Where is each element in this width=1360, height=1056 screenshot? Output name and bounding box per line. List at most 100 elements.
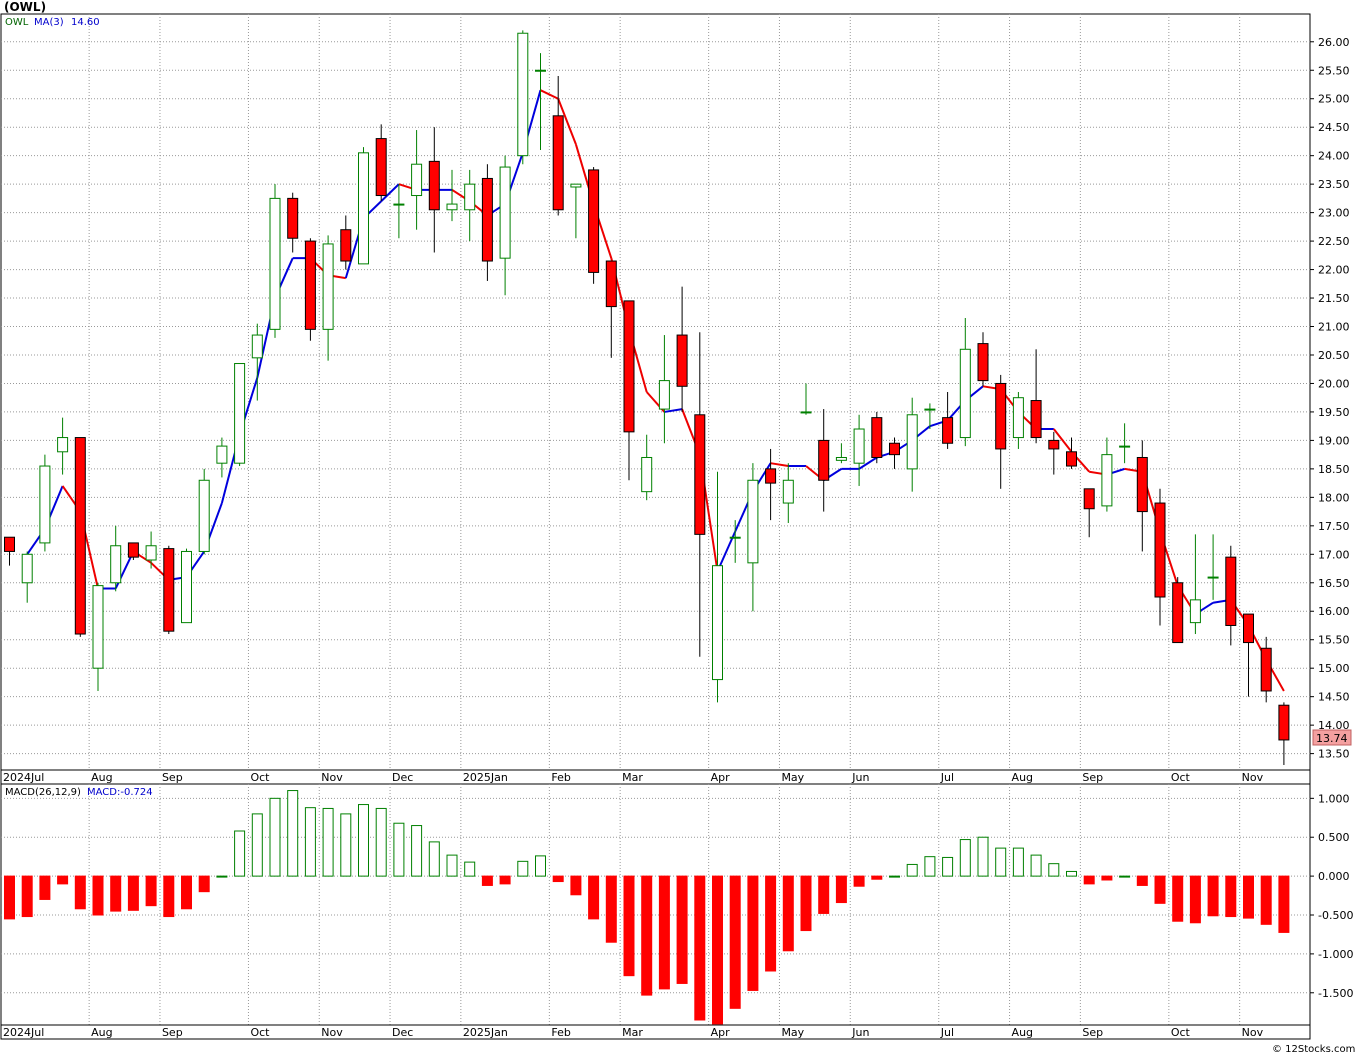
- macd-axis: 1.000 0.500 0.000 -0.500 -1.000 -1.500: [1310, 792, 1353, 1000]
- ma-segment: [858, 456, 878, 470]
- candle-body: [1048, 439, 1060, 450]
- price-tick-label: 22.00: [1318, 264, 1350, 277]
- macd-bar: [304, 807, 316, 877]
- macd-bar: [322, 807, 334, 877]
- macd-bar: [1066, 870, 1077, 877]
- candle-body: [782, 479, 794, 504]
- candle-body: [4, 536, 15, 552]
- legend-symbol: OWL: [5, 17, 29, 28]
- candle-body: [57, 437, 69, 453]
- price-panel-frame: [0, 13, 1311, 771]
- macd-bar: [1136, 875, 1148, 886]
- price-tick-label: 16.50: [1318, 577, 1350, 590]
- macd-tick-label: 0.500: [1318, 831, 1350, 844]
- macd-bar: [676, 875, 688, 984]
- macd-tick-label: 1.000: [1318, 792, 1350, 805]
- macd-bar: [393, 822, 405, 877]
- price-tick-label: 24.50: [1318, 121, 1350, 134]
- macd-month-strip: [0, 1024, 1311, 1040]
- month-label: 2024Jul: [3, 771, 44, 784]
- candle-body: [1260, 647, 1272, 692]
- macd-bar: [942, 856, 954, 877]
- macd-bar: [1101, 875, 1113, 881]
- month-label: Sep: [162, 1026, 183, 1039]
- macd-tick-label: -1.500: [1318, 987, 1353, 1000]
- macd-bar: [198, 875, 210, 893]
- month-label: Oct: [250, 771, 270, 784]
- price-tick-label: 25.50: [1318, 64, 1350, 77]
- candle-body: [588, 169, 600, 273]
- ma-segment: [1053, 428, 1073, 453]
- candle-body: [747, 479, 759, 564]
- candle-body: [322, 243, 334, 330]
- macd-bar: [1012, 847, 1024, 877]
- macd-bar: [464, 861, 476, 877]
- macd-bar: [411, 825, 423, 877]
- price-tick-label: 26.00: [1318, 36, 1350, 49]
- candle-body: [765, 468, 777, 484]
- macd-bar: [446, 854, 458, 877]
- price-grid: [1, 41, 1310, 755]
- last-price-tag-bg: [1312, 729, 1352, 746]
- price-tick-label: 14.50: [1318, 691, 1350, 704]
- month-label: Jun: [851, 771, 869, 784]
- candle-body: [340, 229, 352, 262]
- ma-segment: [557, 98, 577, 145]
- month-label: Apr: [711, 771, 731, 784]
- price-tick-label: 18.00: [1318, 491, 1350, 504]
- price-tick-label: 17.00: [1318, 548, 1350, 561]
- ma-segment: [380, 183, 400, 202]
- macd-bar: [39, 875, 51, 900]
- candle-body: [39, 465, 51, 544]
- candle-body: [216, 445, 228, 464]
- candle-body: [712, 565, 723, 681]
- price-tick-label: 18.50: [1318, 463, 1350, 476]
- candle-body: [1243, 613, 1254, 644]
- macd-bar: [535, 855, 546, 877]
- macd-grid: [1, 797, 1310, 994]
- candle-body: [871, 417, 883, 458]
- price-tick-label: 25.00: [1318, 93, 1350, 106]
- macd-bar: [1154, 875, 1166, 904]
- month-label: 2024Jul: [3, 1026, 44, 1039]
- month-label: 2025Jan: [463, 1026, 508, 1039]
- candle-body: [304, 240, 316, 330]
- price-tick-label: 15.00: [1318, 662, 1350, 675]
- last-price-tag: 13.74: [1316, 732, 1348, 745]
- candle-body: [853, 428, 865, 464]
- month-label: Mar: [622, 1026, 643, 1039]
- candle-body: [676, 334, 688, 387]
- macd-bar: [906, 863, 918, 877]
- price-tick-label: 24.00: [1318, 150, 1350, 163]
- candle-body: [269, 197, 281, 330]
- month-label: Aug: [1012, 771, 1033, 784]
- macd-bar: [269, 797, 281, 877]
- month-label: May: [781, 771, 804, 784]
- macd-bar: [800, 875, 812, 932]
- month-label: Feb: [551, 1026, 570, 1039]
- macd-bar: [358, 804, 369, 877]
- month-label: Nov: [1242, 771, 1264, 784]
- candle-body: [1225, 556, 1237, 626]
- candle-body: [1066, 451, 1077, 467]
- price-tick-label: 20.00: [1318, 377, 1350, 390]
- month-label: Sep: [162, 771, 183, 784]
- price-tick-label: 22.50: [1318, 235, 1350, 248]
- macd-bar: [588, 875, 600, 920]
- candle-body: [517, 32, 529, 157]
- macd-bar: [871, 875, 883, 880]
- candle-body: [145, 545, 157, 561]
- price-tick-label: 20.50: [1318, 349, 1350, 362]
- price-axis: 13.50 14.00 14.50 15.00 15.50 16.00 16.50 17.00…: [1310, 36, 1350, 761]
- candle-body: [552, 115, 564, 211]
- candle-body: [411, 163, 423, 197]
- macd-bar: [835, 875, 847, 904]
- price-tick-label: 19.50: [1318, 406, 1350, 419]
- macd-bar: [340, 813, 352, 877]
- candle-body: [1207, 576, 1219, 579]
- month-label: Mar: [622, 771, 643, 784]
- candle-body: [694, 414, 706, 535]
- macd-bar: [959, 839, 971, 877]
- macd-bar: [782, 875, 794, 952]
